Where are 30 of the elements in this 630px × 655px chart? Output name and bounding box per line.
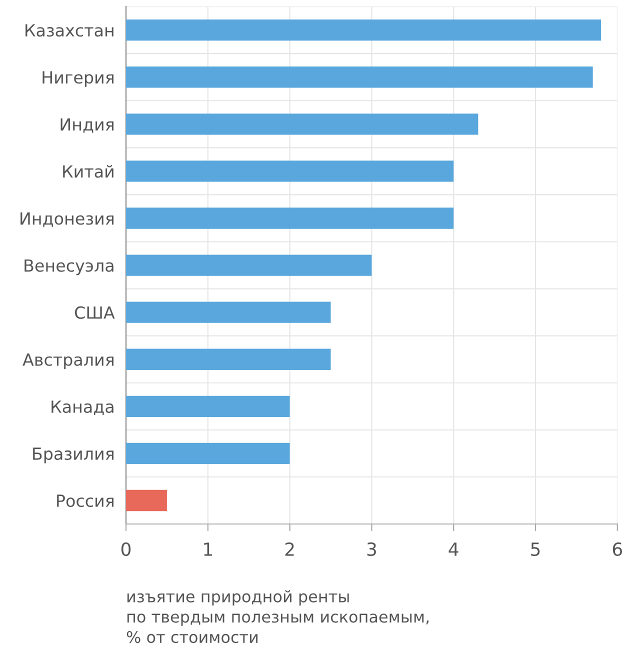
bar (126, 490, 167, 512)
bar (126, 442, 290, 464)
bar (126, 208, 454, 229)
x-tick-label: 6 (612, 542, 622, 556)
x-tick-label: 1 (204, 542, 212, 556)
x-tick-label: 3 (367, 542, 376, 556)
bar (126, 348, 331, 370)
bar (126, 19, 602, 41)
x-tick-label: 2 (285, 542, 294, 556)
bar (126, 302, 331, 323)
y-tick-label: Россия (57, 494, 114, 508)
y-tick-label: Венесуэла (24, 259, 114, 276)
bar (126, 160, 454, 182)
x-axis-title: изъятие природной ренты по твердым полезным ископаемым, % от стоимости (126, 590, 429, 644)
y-tick-label: Индонезия (20, 212, 114, 227)
x-tick-label: 4 (448, 542, 458, 556)
x-tick-label: 5 (531, 542, 540, 556)
y-tick-label: Казахстан (26, 24, 114, 37)
bar (126, 396, 290, 417)
bar (126, 254, 372, 276)
y-tick-label: Канада (52, 400, 114, 416)
y-tick-label: Китай (63, 164, 114, 178)
y-tick-label: Нигерия (42, 71, 114, 87)
y-tick-label: Индия (60, 118, 114, 133)
y-tick-label: Австралия (22, 354, 114, 370)
y-tick-label: Бразилия (33, 448, 114, 464)
y-tick-label: США (74, 306, 115, 319)
x-tick-label: 0 (121, 542, 131, 556)
bar (126, 114, 478, 135)
bar (126, 66, 593, 88)
